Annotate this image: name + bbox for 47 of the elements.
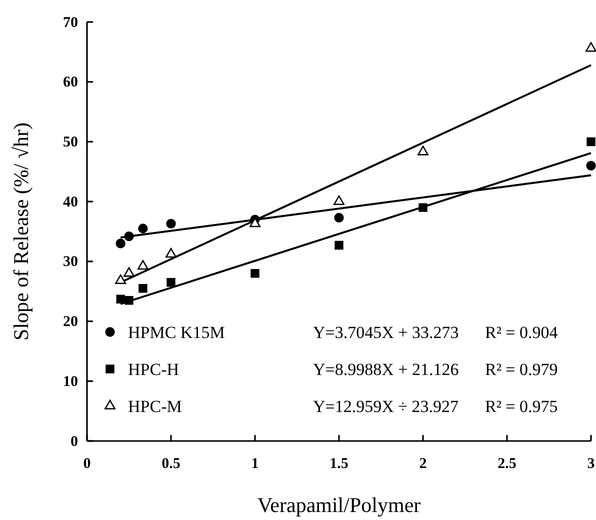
point [418,146,428,156]
point [166,218,176,229]
x-tick-label: 1.5 [330,456,348,472]
annotation: Y=8.9988X + 21.126 [313,360,459,379]
point [250,269,260,278]
y-tick-label: 20 [63,314,78,330]
point [334,240,344,250]
annotation: R² = 0.975 [485,397,558,416]
point [334,195,344,205]
annotation: Y=12.959X ÷ 23.927 [313,397,459,416]
legend-label: HPMC K15M [128,323,225,342]
y-tick-label: 40 [63,194,78,210]
x-tick-label: 1 [251,456,259,472]
point [138,224,148,234]
point [166,278,176,287]
y-tick-label: 70 [63,14,78,31]
x-axis-title: Verapamil/Polymer [257,493,421,517]
point [138,284,148,293]
point [124,267,134,277]
x-tick-label: 0.5 [162,456,180,472]
point [124,231,134,242]
x-tick-label: 2.5 [498,456,516,472]
x-tick-label: 0 [83,456,91,472]
point [334,212,344,223]
annotation: R² = 0.979 [485,360,558,379]
x-tick-label: 3 [587,456,595,472]
y-tick-label: 30 [63,254,78,270]
legend-label: HPC-M [128,397,182,416]
point [586,137,596,146]
point [115,274,126,284]
annotation: R² = 0.904 [485,323,558,342]
point [586,42,596,52]
annotation: Y=3.7045X + 33.273 [313,323,459,342]
point [166,248,176,258]
point [418,203,428,212]
y-tick-label: 10 [63,374,78,390]
y-tick-label: 60 [63,74,78,91]
point [124,296,134,305]
y-tick-label: 0 [70,434,78,450]
point [137,260,148,270]
x-tick-label: 2 [419,456,427,472]
legend-label: HPC-H [128,360,180,379]
point [116,294,125,304]
point [116,238,126,248]
y-axis-title: Slope of Release (%/ √hr) [9,122,33,340]
y-tick-label: 50 [63,134,78,151]
point [586,160,596,170]
